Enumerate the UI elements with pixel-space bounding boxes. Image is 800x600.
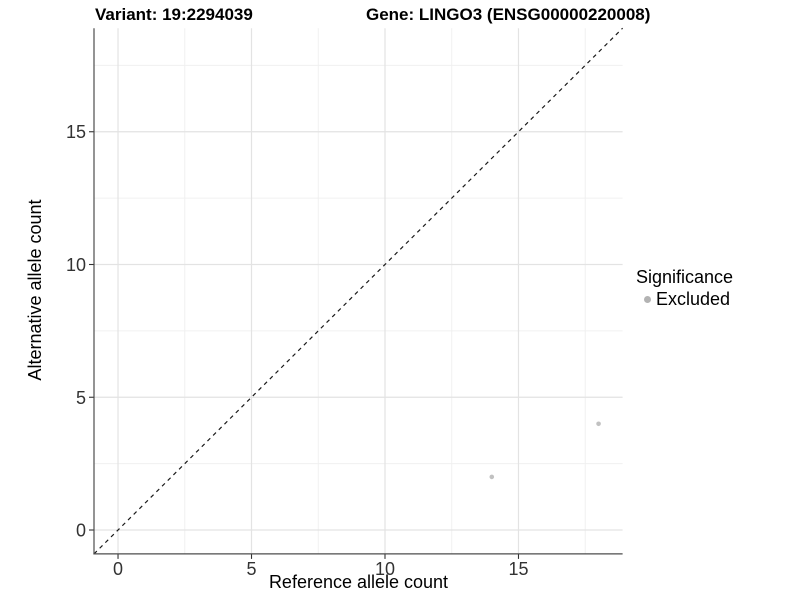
x-tick-label: 10: [375, 559, 395, 579]
identity-line: [93, 27, 624, 555]
x-tick-label: 0: [113, 559, 123, 579]
plot-title-variant: Variant: 19:2294039: [95, 5, 253, 24]
y-tick-label: 15: [66, 122, 86, 142]
legend: Significance Excluded: [636, 267, 733, 309]
data-point: [596, 421, 601, 427]
data-point: [489, 474, 495, 480]
y-axis-title: Alternative allele count: [25, 199, 45, 381]
y-tick-label: 0: [76, 521, 86, 541]
plot-title-gene: Gene: LINGO3 (ENSG00000220008): [366, 5, 651, 24]
x-axis-title: Reference allele count: [268, 572, 449, 592]
legend-item-label: Excluded: [656, 289, 731, 309]
legend-item: Excluded: [636, 289, 733, 309]
y-tick-label: 5: [76, 388, 86, 408]
x-tick-label: 15: [508, 559, 528, 579]
legend-items: Excluded: [636, 289, 733, 309]
y-tick-label: 10: [66, 255, 86, 275]
legend-point-icon: [644, 295, 651, 303]
x-tick-label: 5: [247, 559, 257, 579]
legend-title: Significance: [636, 267, 734, 287]
